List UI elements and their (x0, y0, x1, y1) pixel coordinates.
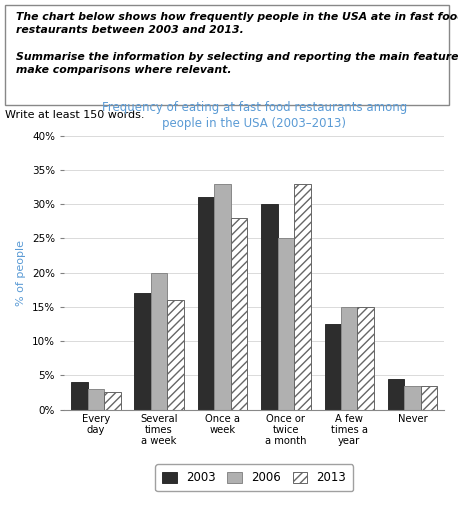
Bar (341, 307, 357, 410)
Bar (231, 218, 247, 410)
Bar (294, 184, 311, 410)
Bar (167, 300, 184, 410)
Text: Write at least 150 words.: Write at least 150 words. (5, 110, 144, 120)
Bar (278, 239, 294, 410)
Bar (198, 197, 214, 410)
Bar (87, 389, 104, 410)
Bar (404, 386, 421, 410)
Title: Frequency of eating at fast food restaurants among
people in the USA (2003–2013): Frequency of eating at fast food restaur… (102, 101, 407, 131)
Y-axis label: % of people: % of people (16, 240, 27, 306)
Bar (104, 393, 120, 410)
Bar (214, 184, 231, 410)
Legend: 2003, 2006, 2013: 2003, 2006, 2013 (155, 464, 353, 492)
FancyBboxPatch shape (5, 5, 449, 105)
Bar (135, 293, 151, 410)
Bar (421, 386, 437, 410)
Bar (357, 307, 374, 410)
Bar (261, 204, 278, 410)
Bar (71, 382, 87, 410)
Bar (325, 324, 341, 410)
Text: The chart below shows how frequently people in the USA ate in fast food
restaura: The chart below shows how frequently peo… (16, 12, 458, 75)
Bar (151, 272, 167, 410)
Bar (388, 379, 404, 410)
